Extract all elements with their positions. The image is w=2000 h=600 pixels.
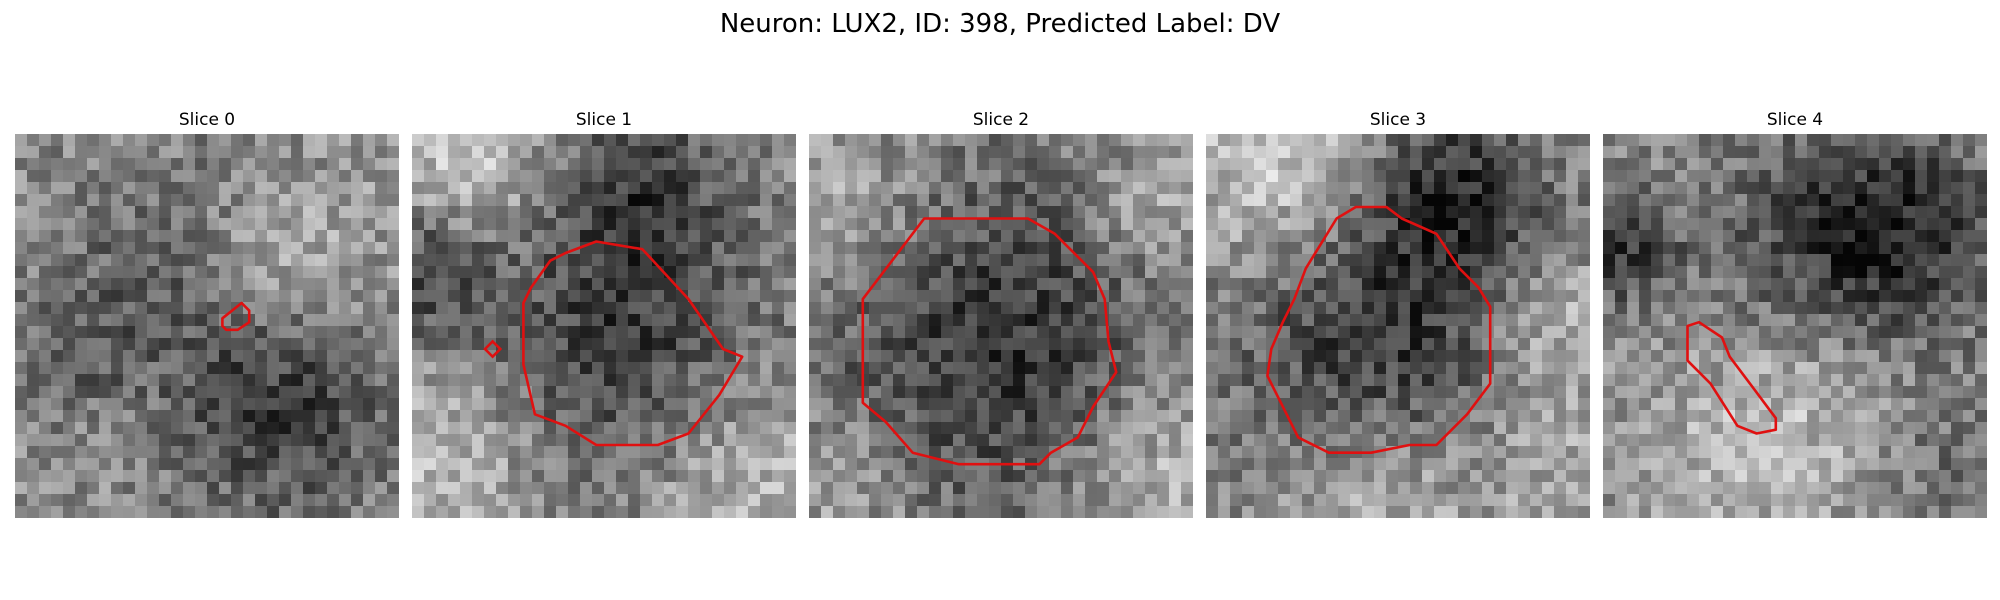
slice-panel-3: Slice 3 (1206, 110, 1590, 518)
slice-panel-1: Slice 1 (412, 110, 796, 518)
figure-title: Neuron: LUX2, ID: 398, Predicted Label: … (719, 9, 1281, 39)
segmentation-contour (861, 217, 1118, 466)
slice-image (809, 134, 1193, 518)
segmentation-contour-small (483, 339, 503, 359)
slice-panel-0: Slice 0 (15, 110, 399, 518)
slice-title: Slice 3 (1369, 110, 1427, 130)
segmentation-contour (522, 240, 744, 447)
slice-image (1206, 134, 1590, 518)
slice-panel-2: Slice 2 (809, 110, 1193, 518)
slice-image (1603, 134, 1987, 518)
slice-title: Slice 4 (1766, 110, 1824, 130)
slice-title: Slice 0 (178, 110, 236, 130)
slice-image (412, 134, 796, 518)
segmentation-contour (221, 301, 251, 332)
segmentation-contour (1686, 320, 1778, 435)
slice-title: Slice 2 (972, 110, 1030, 130)
slice-image (15, 134, 399, 518)
segmentation-contour (1266, 205, 1492, 455)
slice-panel-4: Slice 4 (1603, 110, 1987, 518)
slice-title: Slice 1 (575, 110, 633, 130)
